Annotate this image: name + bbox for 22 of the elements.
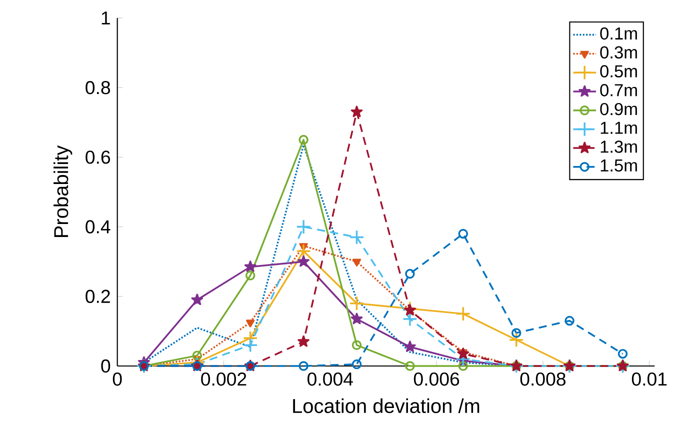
x-tick-label: 0.004: [308, 372, 353, 386]
x-axis-title: Location deviation /m: [293, 398, 480, 414]
legend-label: 0.3m: [600, 46, 637, 59]
x-tick-label: 0.01: [632, 372, 667, 386]
legend-label: 0.5m: [600, 65, 637, 78]
y-tick-label: 0.4: [86, 220, 110, 234]
legend-label: 0.9m: [600, 102, 637, 116]
x-tick-label: 0.006: [414, 372, 460, 386]
legend-label: 1.3m: [600, 140, 637, 153]
y-axis-title: Probability: [54, 145, 72, 238]
y-tick-label: 1: [102, 12, 110, 24]
x-tick-label: 0.002: [201, 372, 246, 386]
y-tick-label: 0.8: [86, 80, 110, 94]
legend-label: 0.1m: [600, 27, 637, 40]
legend-label: 0.7m: [600, 84, 637, 96]
legend-label: 1.1m: [600, 122, 637, 134]
x-tick-label: 0.008: [520, 372, 566, 386]
y-tick-label: 0.2: [86, 290, 110, 304]
y-tick-label: 0: [101, 359, 110, 373]
x-tick-label: 0: [112, 372, 122, 386]
y-tick-label: 0.6: [86, 150, 110, 164]
legend-label: 1.5m: [600, 159, 637, 172]
